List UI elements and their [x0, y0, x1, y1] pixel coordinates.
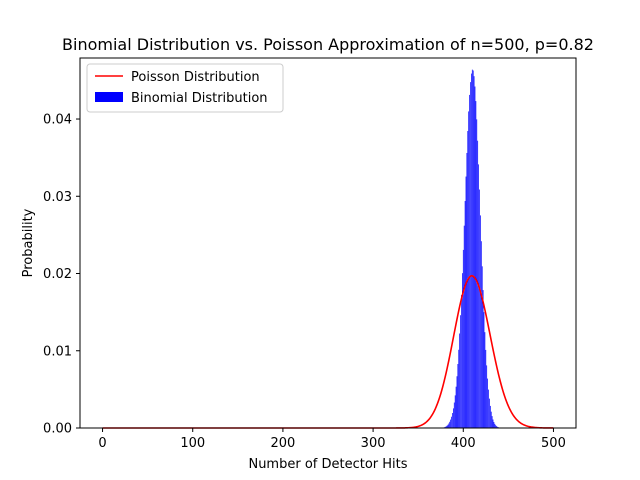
binomial-bar: [451, 416, 452, 428]
y-tick-label: 0.01: [43, 344, 72, 359]
legend-binomial-label: Binomial Distribution: [131, 91, 268, 106]
x-axis: 0 100 200 300 400 500: [98, 428, 566, 451]
binomial-bar: [470, 82, 471, 429]
binomial-bar: [444, 426, 446, 428]
binomial-bar: [463, 225, 465, 428]
binomial-bars: [434, 69, 507, 429]
binomial-bar: [465, 176, 467, 428]
binomial-bar: [481, 266, 483, 428]
binomial-bar: [458, 349, 460, 428]
y-axis: 0.00 0.01 0.02 0.03 0.04: [43, 113, 80, 437]
y-axis-label: Probability: [21, 208, 36, 277]
binomial-bar: [447, 424, 449, 428]
binomial-bar: [488, 389, 489, 428]
binomial-bar: [448, 423, 450, 428]
binomial-bar: [478, 164, 479, 428]
y-tick-label: 0.00: [43, 422, 72, 437]
binomial-bar: [471, 69, 473, 428]
binomial-bar: [450, 419, 452, 428]
binomial-bar: [471, 73, 472, 428]
binomial-bar: [459, 333, 461, 428]
x-tick-label: 500: [541, 436, 566, 451]
legend-box: [86, 63, 284, 113]
binomial-bar: [493, 422, 495, 428]
binomial-bar: [468, 111, 470, 429]
binomial-bar: [490, 411, 492, 428]
binomial-bar: [446, 425, 448, 428]
x-tick-label: 100: [180, 436, 205, 451]
binomial-bar: [489, 398, 490, 428]
binomial-bar: [475, 101, 477, 428]
y-tick-label: 0.04: [43, 113, 72, 128]
binomial-bar: [492, 419, 494, 428]
x-tick-label: 400: [451, 436, 476, 451]
binomial-bar: [454, 395, 456, 428]
binomial-bar: [480, 241, 482, 428]
binomial-bar: [480, 215, 481, 428]
binomial-bar: [457, 364, 459, 428]
binomial-bar: [462, 273, 463, 428]
axes-frame: [79, 57, 577, 429]
legend-poisson-label: Poisson Distribution: [131, 70, 260, 85]
binomial-bar: [461, 295, 462, 428]
binomial-bar: [485, 349, 487, 428]
binomial-bar: [455, 386, 457, 428]
binomial-bar: [464, 201, 466, 428]
axes-background: [80, 58, 576, 428]
binomial-bar: [469, 94, 470, 428]
binomial-bar: [489, 405, 491, 428]
binomial-bar: [479, 189, 480, 428]
y-tick-label: 0.02: [43, 267, 72, 282]
binomial-bar: [462, 249, 464, 428]
binomial-bar: [483, 312, 485, 428]
binomial-bar: [453, 402, 455, 428]
plot-area: [79, 57, 577, 429]
binomial-bar: [473, 76, 475, 428]
binomial-bar: [452, 413, 453, 428]
binomial-bar: [472, 70, 474, 428]
x-axis-label: Number of Detector Hits: [248, 457, 407, 472]
binomial-bar: [476, 119, 478, 429]
binomial-bar: [466, 152, 468, 428]
x-tick-label: 0: [98, 436, 106, 451]
y-tick-label: 0.03: [43, 190, 72, 205]
legend: Poisson Distribution Binomial Distributi…: [86, 63, 284, 113]
binomial-bar: [496, 426, 497, 428]
binomial-bar: [494, 423, 496, 428]
binomial-bar: [449, 421, 451, 428]
binomial-bar: [484, 332, 486, 428]
x-tick-label: 300: [361, 436, 386, 451]
binomial-bar: [482, 290, 484, 428]
binomial-bar: [497, 426, 498, 428]
binomial-bar: [491, 416, 493, 428]
binomial-bar: [487, 378, 488, 428]
chart-title: Binomial Distribution vs. Poisson Approx…: [62, 35, 594, 54]
x-tick-label: 200: [270, 436, 295, 451]
binomial-bar: [452, 408, 454, 428]
binomial-bar: [495, 425, 497, 428]
binomial-bar: [456, 376, 458, 428]
binomial-bar: [474, 86, 476, 428]
binomial-bar: [486, 365, 488, 428]
binomial-bar: [445, 426, 447, 428]
binomial-bar: [460, 315, 461, 428]
legend-binomial-swatch: [95, 92, 123, 102]
